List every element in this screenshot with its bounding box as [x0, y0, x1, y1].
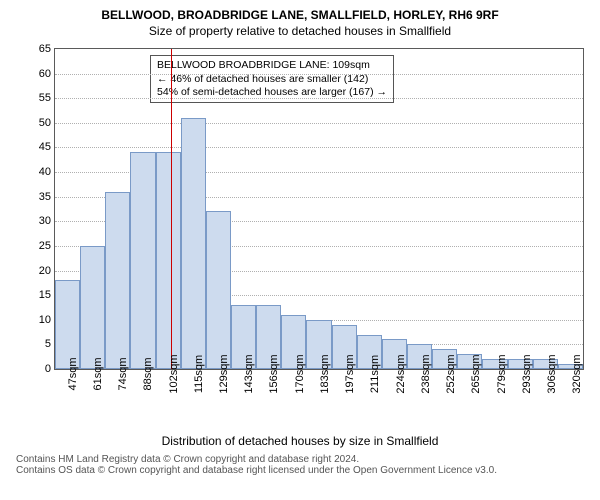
- x-tick: 265sqm: [458, 370, 483, 432]
- chart-title-address: BELLWOOD, BROADBRIDGE LANE, SMALLFIELD, …: [10, 8, 590, 22]
- x-tick: 74sqm: [104, 370, 129, 432]
- x-tick: 211sqm: [357, 370, 382, 432]
- histogram-bar: [130, 152, 155, 369]
- y-tick-label: 45: [39, 141, 55, 153]
- x-tick-label: 211sqm: [369, 355, 381, 393]
- chart-container: BELLWOOD, BROADBRIDGE LANE, SMALLFIELD, …: [0, 0, 600, 500]
- x-tick: 306sqm: [533, 370, 558, 432]
- x-tick-label: 102sqm: [168, 354, 180, 393]
- x-tick: 88sqm: [130, 370, 155, 432]
- credit-line-2: Contains OS data © Crown copyright and d…: [16, 465, 590, 476]
- x-tick: 279sqm: [483, 370, 508, 432]
- y-tick-label: 5: [45, 338, 55, 350]
- y-tick-label: 30: [39, 215, 55, 227]
- plot-region: BELLWOOD BROADBRIDGE LANE: 109sqm ← 46% …: [54, 48, 584, 370]
- histogram-bar: [206, 211, 231, 369]
- y-tick-label: 65: [39, 43, 55, 55]
- x-tick: 115sqm: [180, 370, 205, 432]
- x-axis-label: Distribution of detached houses by size …: [10, 434, 590, 448]
- x-tick: 102sqm: [155, 370, 180, 432]
- x-tick-label: 306sqm: [546, 354, 558, 393]
- x-tick-label: 320sqm: [571, 354, 583, 393]
- y-tick-label: 40: [39, 166, 55, 178]
- x-tick-label: 129sqm: [218, 354, 230, 393]
- histogram-bar: [80, 246, 105, 369]
- x-tick-label: 115sqm: [193, 355, 205, 393]
- y-tick-label: 60: [39, 68, 55, 80]
- histogram-bar: [55, 280, 80, 369]
- x-tick: 61sqm: [79, 370, 104, 432]
- y-tick-label: 50: [39, 117, 55, 129]
- x-tick: 320sqm: [559, 370, 584, 432]
- x-tick-label: 293sqm: [521, 354, 533, 393]
- x-tick: 47sqm: [54, 370, 79, 432]
- y-tick-label: 15: [39, 289, 55, 301]
- x-tick: 183sqm: [306, 370, 331, 432]
- y-tick-label: 10: [39, 314, 55, 326]
- x-tick: 238sqm: [407, 370, 432, 432]
- x-tick: 293sqm: [508, 370, 533, 432]
- chart-area: Number of detached properties BELLWOOD B…: [10, 42, 590, 432]
- x-tick-label: 183sqm: [319, 354, 331, 393]
- x-tick-label: 156sqm: [268, 354, 280, 393]
- y-tick-label: 35: [39, 191, 55, 203]
- x-tick: 252sqm: [433, 370, 458, 432]
- x-tick-label: 224sqm: [395, 354, 407, 393]
- chart-subtitle: Size of property relative to detached ho…: [10, 24, 590, 38]
- x-tick-label: 74sqm: [117, 357, 129, 390]
- x-tick-label: 238sqm: [420, 354, 432, 393]
- x-tick-label: 143sqm: [243, 354, 255, 393]
- x-tick: 143sqm: [231, 370, 256, 432]
- x-axis-ticks: 47sqm61sqm74sqm88sqm102sqm115sqm129sqm14…: [54, 370, 584, 432]
- bars-group: [55, 49, 583, 369]
- y-tick-label: 20: [39, 265, 55, 277]
- x-tick: 170sqm: [281, 370, 306, 432]
- x-tick-label: 279sqm: [496, 354, 508, 393]
- x-tick: 197sqm: [332, 370, 357, 432]
- x-tick-label: 265sqm: [470, 354, 482, 393]
- x-tick-label: 61sqm: [92, 357, 104, 390]
- histogram-bar: [156, 152, 181, 369]
- x-tick-label: 88sqm: [142, 357, 154, 390]
- x-tick-label: 252sqm: [445, 354, 457, 393]
- x-tick: 156sqm: [256, 370, 281, 432]
- x-tick: 129sqm: [205, 370, 230, 432]
- credit-line-1: Contains HM Land Registry data © Crown c…: [16, 454, 590, 465]
- credit-block: Contains HM Land Registry data © Crown c…: [10, 454, 590, 476]
- x-tick: 224sqm: [382, 370, 407, 432]
- histogram-bar: [181, 118, 206, 369]
- x-tick-label: 197sqm: [344, 354, 356, 393]
- y-tick-label: 55: [39, 92, 55, 104]
- x-tick-label: 170sqm: [294, 354, 306, 393]
- x-tick-label: 47sqm: [67, 357, 79, 390]
- y-tick-label: 25: [39, 240, 55, 252]
- histogram-bar: [105, 192, 130, 369]
- reference-line: [171, 49, 172, 369]
